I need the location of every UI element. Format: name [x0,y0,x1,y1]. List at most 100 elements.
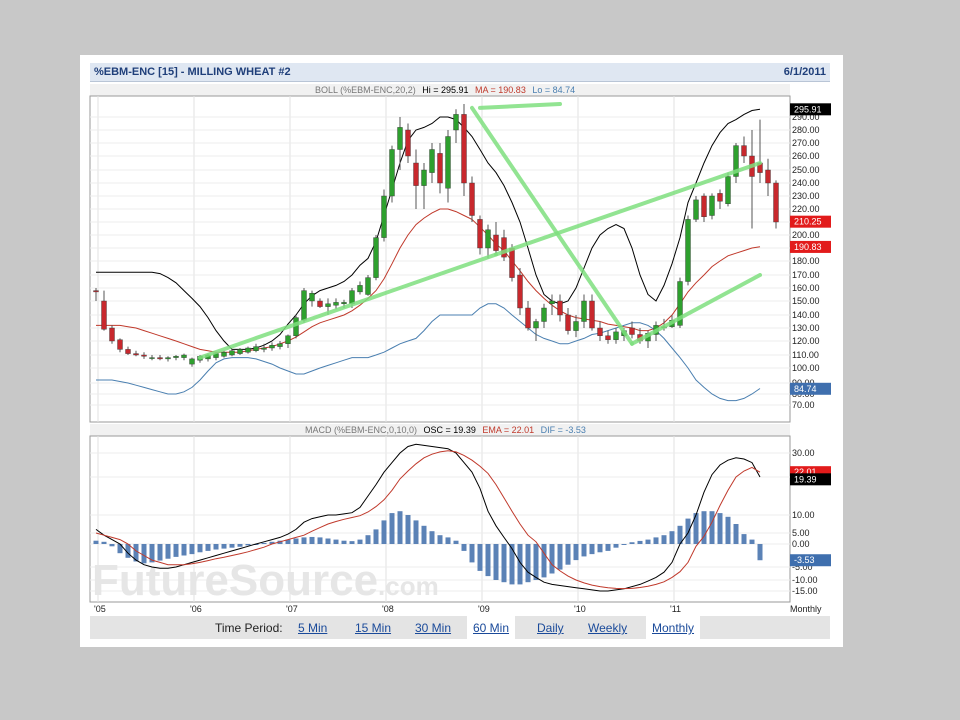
candle-up [549,300,555,304]
x-axis-tick-label: '08 [382,604,394,614]
price-y-tick-label: 250.00 [792,165,820,175]
candle-down [125,349,131,354]
macd-histogram-bar [613,544,619,548]
time-period-weekly[interactable]: Weekly [588,621,628,635]
decline-trendline [470,105,634,346]
macd-osc-label: OSC = 19.39 [424,425,476,435]
candle-up [541,307,547,322]
macd-histogram-bar [405,515,411,544]
candle-up [261,347,267,350]
price-y-tick-label: 230.00 [792,191,820,201]
macd-histogram-bar [109,544,115,547]
watermark: FutureSource.com [92,556,439,605]
macd-histogram-bar [557,544,563,570]
candle-up [341,302,347,304]
candle-up [181,354,187,358]
candle-down [765,169,771,184]
x-axis-period-label: Monthly [790,604,822,614]
candle-up [445,136,451,189]
boll-lo-label: Lo = 84.74 [532,85,575,95]
price-y-tick-label: 280.00 [792,125,820,135]
price-y-tick-label: 140.00 [792,310,820,320]
chart-title: %EBM-ENC [15] - MILLING WHEAT #2 [94,66,291,78]
macd-value-badge [790,473,831,486]
macd-histogram-bar [261,542,267,544]
macd-osc-line [95,443,761,592]
macd-histogram-bar [445,537,451,544]
macd-histogram-bar [421,525,427,544]
time-period-30min[interactable]: 30 Min [415,621,452,635]
macd-histogram-bar [597,544,603,553]
macd-histogram-bar [317,537,323,544]
candle-up [429,149,435,173]
macd-histogram-bar [197,544,203,553]
candle-down [597,327,603,337]
macd-histogram-bar [341,540,347,544]
candle-down [589,300,595,329]
candle-up [253,346,259,352]
macd-value-badge-text: 19.39 [794,474,817,484]
macd-histogram-bar [605,544,611,551]
candle-up [309,292,315,302]
x-axis-tick-label: '09 [478,604,490,614]
time-period-5min[interactable]: 5 Min [298,621,328,635]
macd-histogram-bar [501,544,507,583]
time-period-bar: Time Period: 5 Min 15 Min 30 Min 60 Min … [90,616,830,640]
macd-histogram-bar [133,544,139,562]
macd-histogram-bar [637,540,643,544]
macd-panel-label: MACD (%EBM-ENC,0,10,0) OSC = 19.39 EMA =… [305,425,586,435]
candle-down [317,300,323,307]
macd-y-tick-label: -15.00 [792,586,818,596]
time-period-daily[interactable]: Daily [537,621,564,635]
time-period-label: Time Period: [215,621,283,635]
chart-canvas[interactable]: BOLL (%EBM-ENC,20,2) Hi = 295.91 MA = 19… [80,55,843,647]
candle-up [357,285,363,293]
macd-histogram-bar [741,534,747,544]
candle-down [101,300,107,330]
candle-up [389,149,395,197]
price-y-tick-label: 220.00 [792,204,820,214]
macd-histogram-bar [125,544,131,558]
macd-histogram-bar [173,544,179,557]
macd-series [93,443,763,592]
macd-ema-label: EMA = 22.01 [482,425,534,435]
x-axis-tick-label: '11 [670,604,681,614]
bollinger-bands [96,108,761,402]
candle-up [453,114,459,131]
macd-histogram-bar [101,541,107,544]
macd-histogram-bar [165,544,171,559]
candle-up [173,356,179,358]
macd-histogram-bar [757,544,763,561]
price-y-tick-label: 170.00 [792,270,820,280]
macd-histogram-bar [749,539,755,544]
macd-histogram-bar [493,544,499,580]
macd-panel-label-bar [90,424,790,436]
candle-up [421,169,427,186]
boll-ma-label: MA = 190.83 [475,85,526,95]
price-y-tick-label: 270.00 [792,138,820,148]
lower-channel-trendline [630,273,762,346]
macd-histogram-bar [213,544,219,550]
macd-histogram-bar [541,544,547,578]
macd-histogram-bar [269,541,275,544]
x-axis-tick-label: '07 [286,604,298,614]
candle-down [109,327,115,342]
candle-down [413,162,419,186]
price-value-badge-text: 295.91 [794,104,822,114]
time-period-15min[interactable]: 15 Min [355,621,392,635]
macd-y-tick-label: -10.00 [792,575,818,585]
macd-histogram-bar [477,544,483,571]
macd-ema-line [95,450,761,590]
watermark-suffix: .com [378,571,439,601]
macd-histogram-bar [221,544,227,549]
time-period-monthly[interactable]: Monthly [646,616,701,640]
price-panel-label: BOLL (%EBM-ENC,20,2) Hi = 295.91 MA = 19… [315,85,575,95]
candle-down [509,247,515,278]
support-trendline-extension [494,161,762,257]
chart-header: %EBM-ENC [15] - MILLING WHEAT #2 6/1/201… [90,63,830,82]
candle-up [301,290,307,321]
macd-histogram-bar [373,529,379,544]
candle-up [573,321,579,331]
candle-down [493,234,499,251]
time-period-60min[interactable]: 60 Min [467,616,516,640]
